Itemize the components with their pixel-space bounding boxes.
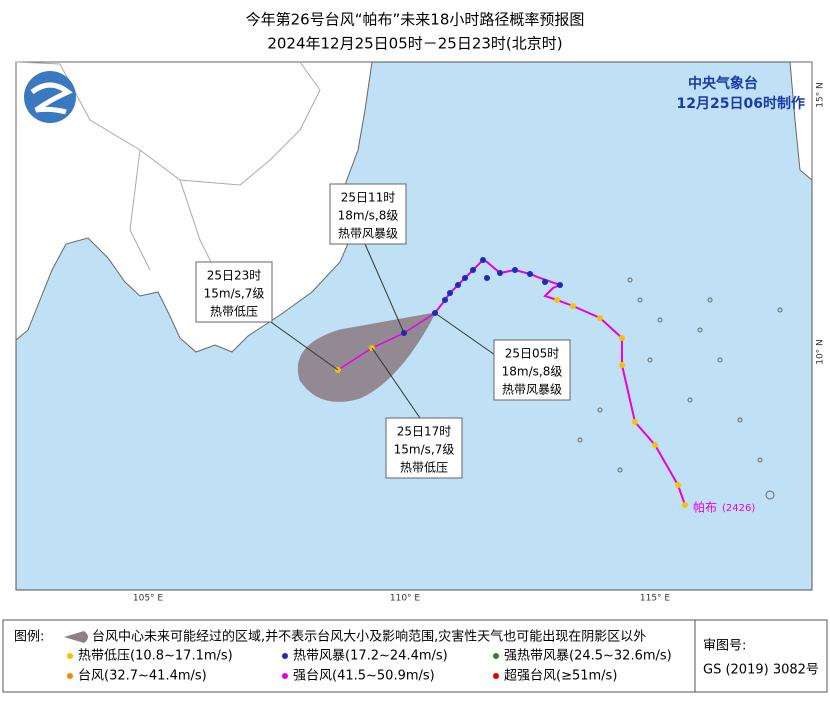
approval-label: 审图号: <box>703 639 746 654</box>
callout-wind: 18m/s,8级 <box>338 209 399 223</box>
legend-item: 热带低压(10.8~17.1m/s) <box>78 649 233 664</box>
callout: 25日11时 18m/s,8级 热带风暴级 <box>329 183 407 245</box>
callout-level: 热带低压 <box>210 305 258 319</box>
callout-time: 25日05时 <box>505 347 560 361</box>
callout-time: 25日11时 <box>341 191 396 205</box>
logo <box>24 71 76 123</box>
swatch <box>282 673 288 679</box>
legend-cone: 台风中心未来可能经过的区域,并不表示台风大小及影响范围,灾害性天气也可能出现在阴… <box>92 629 646 645</box>
legend-item: 强热带风暴(24.5~32.6m/s) <box>504 649 672 664</box>
leader-lines <box>267 243 496 419</box>
past-points-storm <box>442 257 563 303</box>
callout-wind: 15m/s,7级 <box>204 287 265 301</box>
map: 105° E 110° E 115° E 15° N 10° N 中央气象台 1… <box>15 61 826 604</box>
forecast-track <box>337 312 436 371</box>
swatch <box>493 653 499 659</box>
callout: 25日23时 15m/s,7级 热带低压 <box>195 261 273 323</box>
past-points-depression <box>554 297 688 508</box>
callout: 25日05时 18m/s,8级 热带风暴级 <box>493 339 571 401</box>
legend-title: 图例: <box>14 630 44 645</box>
swatch <box>67 653 73 659</box>
swatch <box>67 673 73 679</box>
callout-wind: 18m/s,8级 <box>502 365 563 379</box>
lat-label: 10° N <box>816 339 826 365</box>
legend-item: 热带风暴(17.2~24.4m/s) <box>293 649 448 664</box>
land-east <box>789 61 813 182</box>
callout-time: 25日17时 <box>397 425 452 439</box>
title: 今年第26号台风“帕布”未来18小时路径概率预报图 <box>246 11 585 29</box>
islands <box>497 277 783 500</box>
callout-level: 热带风暴级 <box>502 383 562 397</box>
cone-swatch <box>64 631 88 643</box>
typhoon-code: (2426) <box>722 503 755 514</box>
typhoon-name: 帕布 <box>693 500 717 515</box>
callout-time: 25日23时 <box>207 269 262 283</box>
legend: 图例: 台风中心未来可能经过的区域,并不表示台风大小及影响范围,灾害性天气也可能… <box>2 619 828 693</box>
legend-item: 超强台风(≥51m/s) <box>504 669 617 684</box>
agency: 中央气象台 <box>688 75 758 92</box>
lon-label: 115° E <box>640 594 671 604</box>
lon-label: 110° E <box>390 594 421 604</box>
lon-label: 105° E <box>133 594 164 604</box>
subtitle: 2024年12月25日05时－25日23时(北京时) <box>267 35 562 53</box>
issued: 12月25日06时制作 <box>677 95 805 112</box>
swatch <box>282 653 288 659</box>
legend-item: 强台风(41.5~50.9m/s) <box>293 669 435 684</box>
callout-level: 热带低压 <box>400 461 448 475</box>
swatch <box>493 673 499 679</box>
legend-item: 台风(32.7~41.4m/s) <box>78 669 207 684</box>
lat-label: 15° N <box>816 82 826 108</box>
callout-level: 热带风暴级 <box>338 227 398 241</box>
callout: 25日17时 15m/s,7级 热带低压 <box>385 417 463 479</box>
callout-wind: 15m/s,7级 <box>394 443 455 457</box>
approval-number: GS (2019) 3082号 <box>703 663 819 678</box>
